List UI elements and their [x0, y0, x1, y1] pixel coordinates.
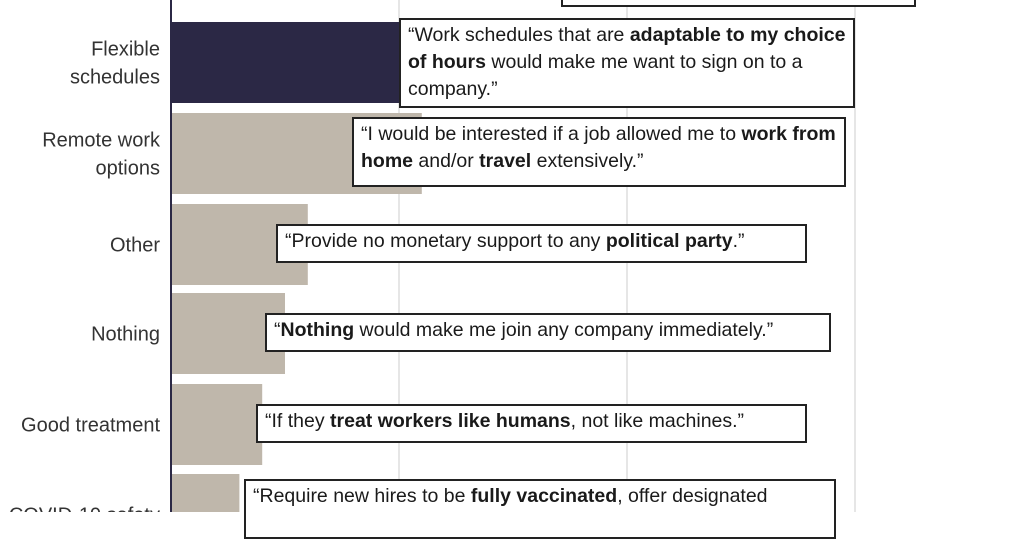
category-label: COVID-19 safety	[9, 505, 160, 513]
quote-text: “Provide no monetary support to any	[285, 230, 606, 252]
category-label: Good treatment	[21, 415, 160, 437]
quote-emphasis: adaptable to my choice of hours	[408, 24, 846, 73]
quote-box: “If they treat workers like humans, not …	[256, 404, 807, 443]
quote-text: would make me join any company immediate…	[354, 319, 774, 341]
quote-box: “Work schedules that are adaptable to my…	[399, 18, 855, 108]
category-label: Flexible	[91, 39, 160, 61]
quote-emphasis: work from home	[361, 123, 836, 172]
quote-text: “Require new hires to be	[253, 485, 471, 507]
quote-box-partial	[561, 0, 916, 7]
category-label: schedules	[70, 67, 160, 89]
quote-box: “I would be interested if a job allowed …	[352, 117, 846, 187]
quote-text: would make me want to sign on to a compa…	[408, 51, 803, 100]
category-label: Nothing	[91, 324, 160, 346]
category-label: Other	[110, 235, 160, 257]
category-label: options	[96, 158, 161, 180]
quote-emphasis: travel	[479, 150, 532, 172]
category-label: Remote work	[42, 130, 161, 152]
quote-box: “Nothing would make me join any company …	[265, 313, 831, 352]
bar	[171, 474, 240, 512]
quote-text: , not like machines.”	[570, 410, 745, 432]
quote-text: .”	[732, 230, 745, 252]
quote-box: “Provide no monetary support to any poli…	[276, 224, 807, 263]
quote-emphasis: fully vaccinated	[470, 485, 618, 507]
quote-text: “If they	[265, 410, 331, 432]
quote-emphasis: political party	[605, 230, 733, 252]
quote-text: “I would be interested if a job allowed …	[361, 123, 742, 145]
bar	[171, 384, 263, 465]
quote-emphasis: treat workers like humans	[330, 410, 571, 432]
quote-text: extensively.”	[531, 150, 644, 172]
quote-box: “Require new hires to be fully vaccinate…	[244, 479, 836, 539]
quote-text: “Work schedules that are	[408, 24, 630, 46]
quote-text: “	[274, 319, 281, 341]
quote-emphasis: Nothing	[280, 319, 355, 341]
quote-text: , offer designated	[617, 485, 768, 507]
quote-text: and/or	[413, 150, 480, 172]
